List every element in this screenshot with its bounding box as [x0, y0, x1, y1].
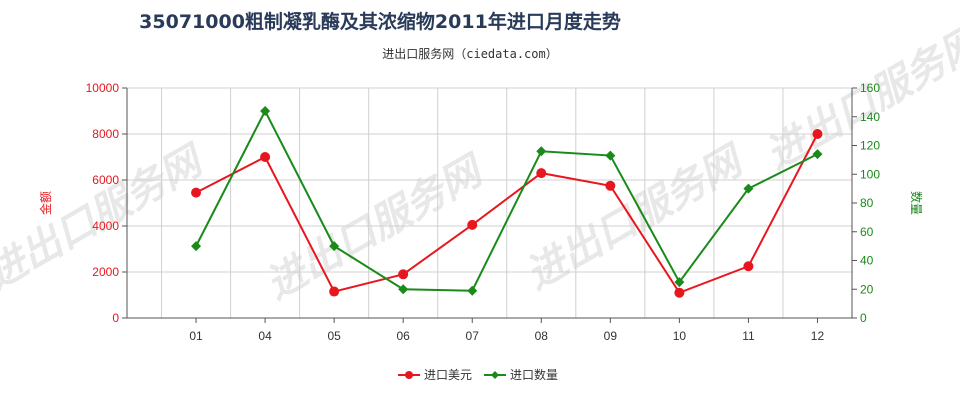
left-tick-label: 6000: [92, 173, 119, 187]
series-1-point: [605, 150, 616, 161]
series-0-point: [743, 261, 754, 272]
series-1-point: [467, 285, 478, 296]
legend: 进口美元 进口数量: [398, 367, 558, 382]
left-tick-label: 0: [112, 311, 119, 325]
right-tick-label: 40: [860, 254, 874, 268]
right-tick-label: 140: [860, 110, 880, 124]
left-tick-label: 10000: [86, 81, 120, 95]
legend-marker-0: [405, 371, 413, 379]
left-axis-label: 金额: [38, 191, 53, 215]
legend-marker-1: [491, 371, 499, 379]
x-tick-label: 07: [466, 329, 480, 343]
x-tick-label: 09: [604, 329, 618, 343]
right-axis-ticks: 0 20 40 60 80 100 120 140 160: [860, 81, 880, 325]
right-tick-label: 0: [860, 311, 867, 325]
series-0-point: [467, 219, 478, 230]
x-tick-label: 05: [327, 329, 341, 343]
left-tick-label: 4000: [92, 219, 119, 233]
series-1-point: [536, 146, 547, 157]
series-1-point: [191, 241, 202, 252]
x-tick-label: 10: [673, 329, 687, 343]
x-tick-label: 06: [397, 329, 411, 343]
series-line-1: [195, 108, 818, 292]
right-tick-label: 100: [860, 167, 880, 181]
right-axis-label: 数量: [909, 191, 924, 215]
series-0-point: [674, 287, 685, 298]
x-tick-label: 08: [535, 329, 549, 343]
series-1-point: [329, 241, 340, 252]
legend-label-0: 进口美元: [424, 368, 472, 382]
right-tick-label: 120: [860, 139, 880, 153]
series-1-point: [260, 106, 271, 116]
right-tick-label: 20: [860, 282, 874, 296]
right-tick-label: 60: [860, 225, 874, 239]
x-tick-label: 01: [189, 329, 203, 343]
series-0-point: [605, 180, 616, 191]
watermark-text: 进出口服务网: [518, 135, 755, 299]
watermark-text: 进出口服务网: [258, 145, 495, 309]
watermark-text: 进出口服务网: [758, 15, 960, 179]
left-axis-ticks: 0 2000 4000 6000 8000 10000: [86, 81, 120, 325]
series-line-0: [195, 133, 819, 294]
right-tick-label: 80: [860, 196, 874, 210]
grid-layer: [127, 87, 853, 319]
series-1-point: [812, 149, 823, 160]
chart-title: 35071000粗制凝乳酶及其浓缩物2011年进口月度走势: [139, 10, 621, 33]
right-tick-label: 160: [860, 81, 880, 95]
series-0-point: [260, 152, 271, 162]
series-0-point: [329, 286, 340, 297]
x-tick-label: 04: [258, 329, 272, 343]
series-0-point: [191, 187, 202, 198]
series-0-point: [812, 129, 823, 139]
left-tick-label: 8000: [92, 127, 119, 141]
x-axis-ticks: 01 04 05 06 07 08 09 10 11 12: [189, 329, 824, 343]
series-1-point: [398, 284, 409, 295]
series-0-point: [398, 269, 409, 280]
series-1-point: [674, 277, 685, 288]
series-layer: [191, 106, 823, 298]
left-tick-label: 2000: [92, 265, 119, 279]
series-1-point: [743, 183, 754, 194]
axes-layer: [122, 87, 857, 323]
chart-subtitle: 进出口服务网（ciedata.com）: [382, 46, 557, 61]
x-tick-label: 11: [742, 329, 755, 343]
legend-label-1: 进口数量: [510, 367, 558, 382]
x-tick-label: 12: [811, 329, 825, 343]
series-0-point: [536, 168, 547, 179]
